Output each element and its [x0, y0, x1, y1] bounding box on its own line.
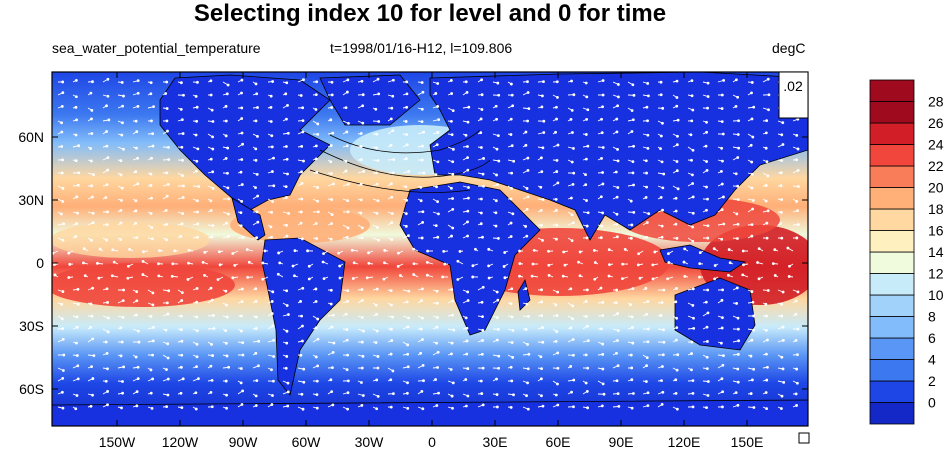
units-label: degC	[772, 40, 806, 56]
colorbar-box	[869, 208, 915, 231]
lon-tick-label: 150W	[99, 434, 136, 450]
antarctica	[52, 399, 808, 426]
madagascar	[517, 278, 531, 311]
lon-tick-label: 120W	[162, 434, 199, 450]
variable-name-label: sea_water_potential_temperature	[52, 40, 261, 56]
lat-tick-label: 30N	[18, 192, 44, 208]
colorbar-label: 14	[928, 244, 944, 260]
colorbar-box	[869, 273, 915, 296]
colorbar-box	[869, 230, 915, 253]
colorbar-box	[869, 402, 915, 425]
colorbar-label: 16	[928, 223, 944, 239]
australia	[674, 277, 756, 351]
time-level-label: t=1998/01/16-H12, l=109.806	[330, 40, 513, 56]
colorbar-label: 4	[928, 352, 936, 368]
colorbar-box	[869, 380, 915, 403]
current-vectors	[52, 77, 800, 411]
lat-tick-label: 0	[36, 255, 44, 271]
lon-tick-label: 90E	[609, 434, 634, 450]
colorbar-label: 6	[928, 330, 936, 346]
main-title: Selecting index 10 for level and 0 for t…	[193, 0, 667, 27]
colorbar-label: 24	[928, 137, 944, 153]
colorbar-box	[869, 165, 915, 188]
colorbar-label: 26	[928, 115, 944, 131]
map-frame	[51, 71, 809, 427]
reference-vector-box: .02	[778, 71, 809, 119]
colorbar-label: 20	[928, 180, 944, 196]
colorbar-box	[869, 79, 915, 102]
colorbar-label: 0	[928, 395, 936, 411]
colorbar-box	[869, 294, 915, 317]
longitude-axis: 150W 120W 90W 60W 30W 0 30E 60E 90E 120E 150E	[99, 72, 764, 450]
lon-tick-label: 120E	[668, 434, 701, 450]
colorbar-label: 10	[928, 287, 944, 303]
colorbar-box	[869, 251, 915, 274]
vector-reference-legend-box	[798, 432, 810, 444]
lat-tick-label: 30S	[19, 318, 44, 334]
latitude-axis: 60N 30N 0 30S 60S	[18, 129, 808, 397]
lon-tick-label: 60W	[292, 434, 322, 450]
colorbar-box	[869, 316, 915, 339]
colorbar-label: 18	[928, 201, 944, 217]
colorbar-label: 22	[928, 158, 944, 174]
lat-tick-label: 60N	[18, 129, 44, 145]
colorbar-box	[869, 101, 915, 124]
eurasia	[429, 72, 808, 241]
north-america	[159, 74, 331, 211]
greenland	[319, 74, 421, 126]
north-pacific-band	[52, 222, 210, 258]
reference-vector-label: .02	[783, 78, 803, 94]
lon-tick-label: 30W	[355, 434, 385, 450]
colorbar-box	[869, 359, 915, 382]
colorbar-label: 8	[928, 309, 936, 325]
lon-tick-label: 150E	[731, 434, 764, 450]
lat-tick-label: 60S	[19, 381, 44, 397]
colorbar-box	[869, 187, 915, 210]
contour-lines	[309, 129, 491, 193]
colorbar-box	[869, 122, 915, 145]
colorbar-box	[869, 144, 915, 167]
lon-tick-label: 0	[428, 434, 436, 450]
lon-tick-label: 60E	[546, 434, 571, 450]
colorbar-label: 28	[928, 94, 944, 110]
lon-tick-label: 90W	[229, 434, 259, 450]
colorbar-label: 12	[928, 266, 944, 282]
temperature-field	[52, 72, 808, 426]
colorbar-label: 2	[928, 373, 936, 389]
south-pacific-warm-pool	[52, 263, 235, 307]
colorbar-box	[869, 337, 915, 360]
lon-tick-label: 30E	[483, 434, 508, 450]
